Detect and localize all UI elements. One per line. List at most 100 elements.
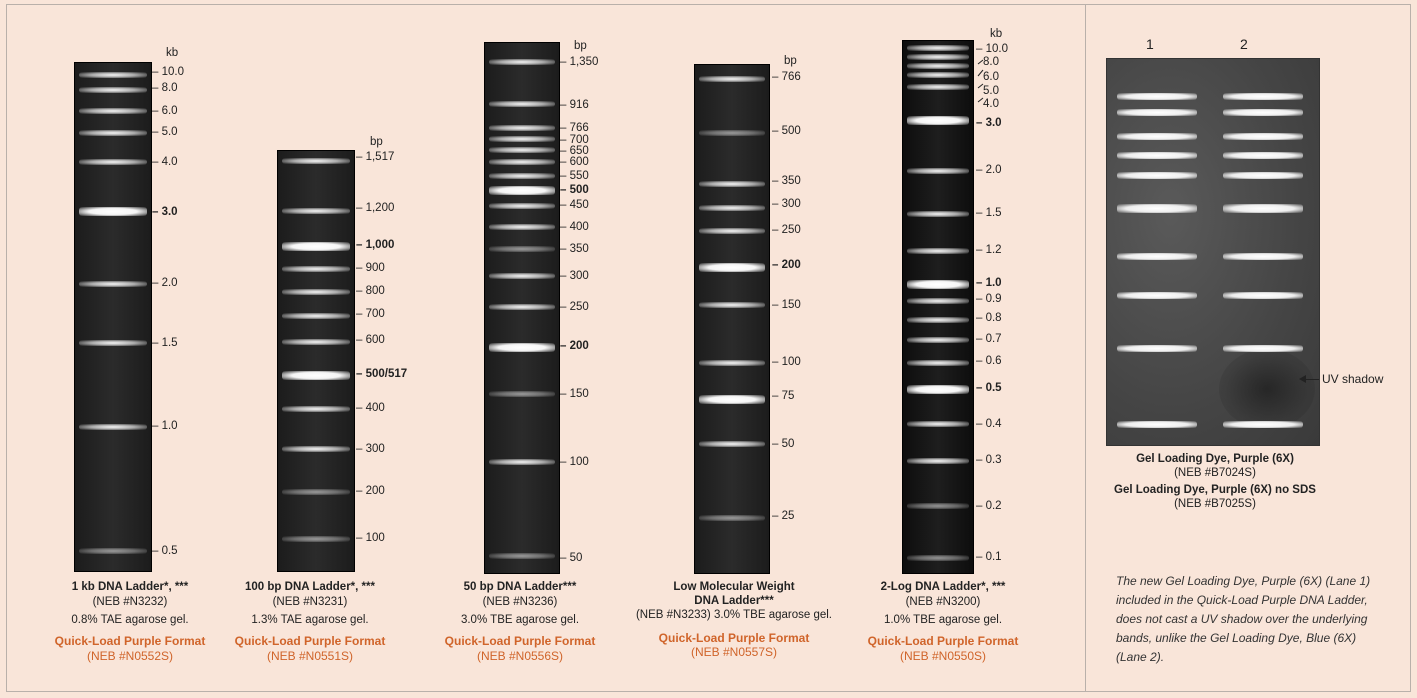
size-label: – 6.0 [152,105,178,117]
size-label: – 50 [772,438,795,450]
band [79,159,147,165]
quickload-cat: (NEB #N0550S) [899,649,987,663]
size-label: – 0.3 [976,454,1002,466]
size-label: – 2.0 [976,164,1002,176]
band [489,343,555,352]
band [489,553,555,559]
ladder-stars: *, *** [350,581,375,593]
unit-label: kb [990,28,1003,40]
ladder-stars: *** [562,581,577,593]
uv-shadow-region [1219,349,1315,429]
size-label: – 200 [560,340,589,352]
band [1223,172,1303,179]
size-label: – 500 [560,184,589,196]
ladder-cat: (NEB #N3236) [482,596,558,608]
size-label: – 25 [772,510,795,522]
band [907,63,969,69]
size-label: – 1,200 [356,202,395,214]
band [1117,253,1197,260]
band [699,263,765,272]
size-label: – 0.4 [976,418,1002,430]
size-label: – 75 [772,390,795,402]
band [282,339,350,345]
band [489,159,555,165]
band [489,147,555,153]
size-label: – 1,000 [356,239,395,251]
band [699,205,765,211]
band [1117,133,1197,140]
band [489,203,555,209]
band [1117,204,1197,213]
band [1117,292,1197,299]
size-label: – 900 [356,262,385,274]
ladder-gel: 0.8% TAE agarose gel. [71,614,189,626]
band [1117,109,1197,116]
band [1223,152,1303,159]
quickload-format: Quick-Load Purple Format [658,631,810,645]
size-label: – 10.0 [976,43,1008,55]
ladder-cat: (NEB #N3232) [92,596,168,608]
band [699,441,765,447]
gel-100bp [277,150,355,572]
quickload-cat: (NEB #N0556S) [476,649,564,663]
size-label: – 600 [356,334,385,346]
band [907,503,969,509]
lane-number: 2 [1240,36,1248,52]
band [79,108,147,114]
size-label: – 700 [356,308,385,320]
gel-50bp [484,42,560,574]
band [1117,172,1197,179]
size-label: 4.0 [983,98,999,110]
band [282,446,350,452]
band [489,304,555,310]
size-label: – 1.5 [976,207,1002,219]
size-label: 6.0 [983,71,999,83]
ladder-cat: (NEB #N3200) [905,596,981,608]
band [489,459,555,465]
quickload-format: Quick-Load Purple Format [234,634,386,648]
ladder-name: 50 bp DNA Ladder [463,581,563,593]
band [282,489,350,495]
band [489,246,555,252]
caption-50bp: 50 bp DNA Ladder*** (NEB #N3236) 3.0% TB… [420,580,620,664]
gel-1kb [74,62,152,572]
size-label: – 766 [772,71,801,83]
size-label: – 0.1 [976,551,1002,563]
size-label: – 300 [356,443,385,455]
band [79,72,147,78]
size-label: – 0.6 [976,355,1002,367]
band [79,130,147,136]
figure-frame [6,4,1411,692]
band [282,158,350,164]
band [1117,345,1197,352]
size-label: – 150 [560,388,589,400]
band [907,280,969,289]
size-label: – 1.5 [152,337,178,349]
band [1223,204,1303,213]
band [1117,93,1197,100]
band [907,298,969,304]
band [907,54,969,60]
size-label: – 100 [560,456,589,468]
band [907,421,969,427]
quickload-cat: (NEB #N0552S) [86,649,174,663]
band [489,125,555,131]
band [489,224,555,230]
band [79,340,147,346]
dye-cat-2: (NEB #B7025S) [1174,498,1256,510]
size-label: – 1.2 [976,244,1002,256]
caption-100bp: 100 bp DNA Ladder*, *** (NEB #N3231) 1.3… [210,580,410,664]
ladder-stars: *, *** [981,581,1006,593]
size-label: – 800 [356,285,385,297]
band [79,281,147,287]
quickload-format: Quick-Load Purple Format [444,634,596,648]
panel-divider [1085,4,1086,692]
dye-caption: Gel Loading Dye, Purple (6X) (NEB #B7024… [1090,452,1340,511]
size-label: – 8.0 [152,82,178,94]
ladder-name: 100 bp DNA Ladder [245,581,351,593]
size-label: – 350 [560,243,589,255]
band [79,207,147,216]
band [282,208,350,214]
band [489,136,555,142]
band [282,406,350,412]
